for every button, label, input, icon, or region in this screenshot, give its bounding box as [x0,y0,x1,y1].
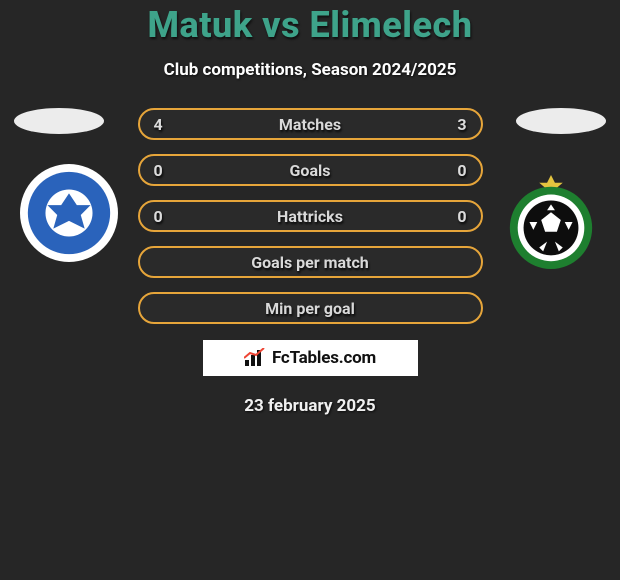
date-label: 23 february 2025 [0,396,620,416]
stat-row-min-per-goal: Min per goal [138,292,483,324]
stat-value-right: 0 [457,207,466,226]
stat-label: Goals per match [251,253,369,272]
avatar-left [14,108,104,134]
subtitle: Club competitions, Season 2024/2025 [0,60,620,80]
stat-label: Goals [290,161,331,180]
stat-row-matches: 4 Matches 3 [138,108,483,140]
club-crest-left [20,164,118,262]
avatar-right [516,108,606,134]
stat-value-right: 3 [457,115,466,134]
stat-value-left: 0 [154,207,163,226]
stat-value-left: 0 [154,161,163,180]
stat-label: Matches [279,115,341,134]
stat-label: Min per goal [265,299,355,318]
stat-row-goals-per-match: Goals per match [138,246,483,278]
stat-row-goals: 0 Goals 0 [138,154,483,186]
club-crest-right [502,173,600,271]
stat-label: Hattricks [277,207,343,226]
brand-text: FcTables.com [272,348,376,368]
brand-badge[interactable]: FcTables.com [203,340,418,376]
stat-row-hattricks: 0 Hattricks 0 [138,200,483,232]
stat-value-right: 0 [457,161,466,180]
content-area: 4 Matches 3 0 Goals 0 0 Hattricks 0 Goal… [0,108,620,416]
stat-value-left: 4 [154,115,163,134]
crest-left-icon [20,164,118,262]
bar-chart-icon [244,348,266,368]
page-title: Matuk vs Elimelech [0,0,620,46]
crest-right-icon [502,173,600,271]
stat-list: 4 Matches 3 0 Goals 0 0 Hattricks 0 Goal… [138,108,483,324]
